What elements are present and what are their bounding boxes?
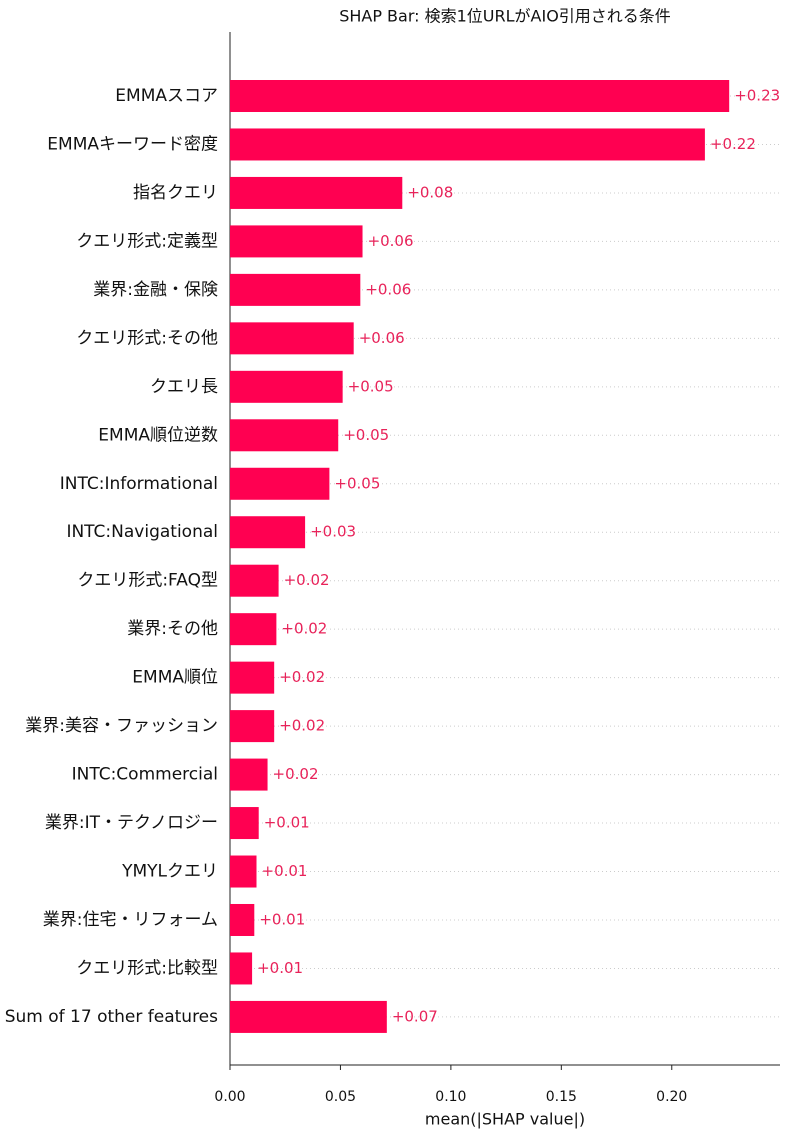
value-label: +0.01: [257, 959, 303, 977]
bar: [230, 322, 354, 355]
x-tick-label: 0.15: [546, 1089, 577, 1105]
bar: [230, 80, 730, 112]
value-label: +0.02: [281, 620, 327, 638]
bar: [230, 952, 253, 985]
value-label: +0.05: [334, 474, 380, 492]
bar: [230, 613, 277, 646]
bar: [230, 758, 268, 791]
bar: [230, 564, 279, 597]
y-tick-label: 業界:住宅・リフォーム: [43, 910, 218, 930]
x-tick-label: 0.00: [214, 1089, 245, 1105]
bar: [230, 807, 259, 840]
y-tick-label: EMMA順位: [132, 668, 218, 688]
y-tick-label: EMMA順位逆数: [98, 425, 218, 445]
y-tick-label: INTC:Navigational: [66, 522, 218, 542]
bar: [230, 273, 361, 306]
value-label: +0.01: [259, 910, 305, 928]
value-label: +0.01: [262, 862, 308, 880]
y-tick-label: 業界:その他: [127, 619, 218, 639]
y-tick-label: INTC:Commercial: [72, 765, 218, 785]
value-label: +0.08: [407, 183, 453, 201]
x-axis-label: mean(|SHAP value|): [425, 1110, 585, 1129]
y-tick-label: クエリ形式:その他: [76, 328, 218, 348]
x-tick-label: 0.20: [656, 1089, 687, 1105]
y-tick-label: クエリ形式:比較型: [76, 958, 218, 978]
value-label: +0.23: [734, 87, 780, 105]
bar: [230, 710, 275, 743]
y-tick-label: INTC:Informational: [60, 474, 218, 494]
chart-title: SHAP Bar: 検索1位URLがAIO引用される条件: [339, 7, 671, 26]
bar: [230, 176, 403, 209]
value-label: +0.06: [368, 232, 414, 250]
value-label: +0.02: [279, 668, 325, 686]
bar: [230, 419, 339, 452]
bar: [230, 1000, 387, 1033]
bar: [230, 516, 306, 549]
bar: [230, 903, 255, 936]
y-tick-label: 業界:美容・ファッション: [25, 716, 218, 736]
y-tick-label: 業界:金融・保険: [93, 280, 218, 300]
y-tick-label: YMYLクエリ: [121, 862, 218, 882]
bar: [230, 370, 343, 403]
value-label: +0.06: [365, 280, 411, 298]
bar: [230, 128, 705, 161]
y-tick-label: Sum of 17 other features: [5, 1007, 218, 1027]
y-tick-label: EMMAキーワード密度: [47, 134, 218, 154]
value-label: +0.05: [348, 377, 394, 395]
value-label: +0.22: [710, 135, 756, 153]
y-tick-label: EMMAスコア: [115, 86, 218, 106]
y-tick-label: 指名クエリ: [133, 183, 218, 203]
x-tick-label: 0.10: [435, 1089, 466, 1105]
value-label: +0.02: [273, 765, 319, 783]
value-label: +0.06: [359, 329, 405, 347]
value-label: +0.01: [264, 814, 310, 832]
value-label: +0.03: [310, 523, 356, 541]
value-label: +0.07: [392, 1007, 438, 1025]
y-tick-label: クエリ形式:定義型: [76, 231, 218, 251]
y-tick-label: クエリ形式:FAQ型: [77, 571, 218, 591]
bar: [230, 225, 363, 258]
bar: [230, 467, 330, 500]
y-tick-label: 業界:IT・テクノロジー: [45, 813, 218, 833]
x-tick-label: 0.05: [325, 1089, 356, 1105]
value-label: +0.05: [343, 426, 389, 444]
bar: [230, 661, 275, 694]
y-tick-label: クエリ長: [150, 377, 218, 397]
bar: [230, 855, 257, 888]
value-label: +0.02: [279, 717, 325, 735]
value-label: +0.02: [284, 571, 330, 589]
